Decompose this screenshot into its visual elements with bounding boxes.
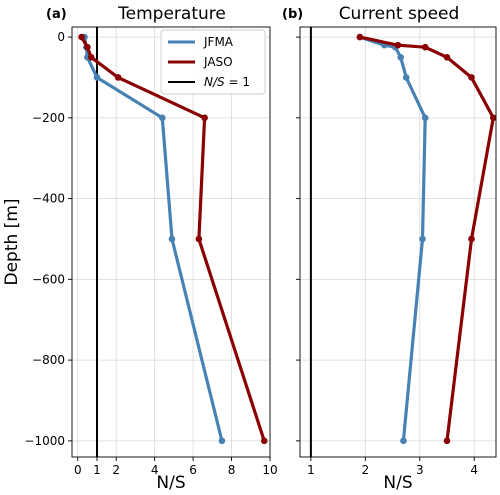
series-line-jfma: [358, 35, 427, 443]
legend-label-jfma: JFMA: [203, 35, 234, 49]
data-point-jfma: [400, 437, 407, 445]
panel-a-y-ticks: 0 −200 −400 −600 −800 −1000: [24, 30, 72, 448]
panel-a-x-axis-label: N/S: [156, 473, 185, 493]
x-tick-label: 2: [362, 463, 370, 477]
data-point-jfma: [159, 114, 166, 122]
y-axis-label: Depth [m]: [2, 198, 22, 285]
data-point-jfma: [402, 74, 410, 81]
y-tick-label: −400: [32, 192, 65, 206]
panel-a-letter: (a): [46, 7, 67, 22]
panel-b-series: [356, 33, 497, 445]
data-point-jaso: [114, 74, 122, 81]
legend-label-ns1: N/S = 1: [204, 75, 250, 89]
x-tick-label: 4: [470, 463, 478, 477]
panel-b-x-axis-label: N/S: [383, 473, 412, 493]
legend-label-ns1-rest: = 1: [225, 75, 250, 89]
legend-label-ns1-main: N/S: [204, 75, 225, 89]
panel-b-letter: (b): [282, 7, 303, 22]
data-point-jfma: [421, 114, 429, 122]
x-tick-label: 4: [151, 463, 159, 477]
legend-box: [160, 29, 266, 95]
data-point-jaso: [468, 74, 475, 81]
data-point-jaso: [87, 53, 95, 61]
data-point-jfma: [93, 74, 101, 81]
panel-a-x-ticks: 0 1 2 4 6 8 10: [74, 457, 278, 477]
data-point-jaso: [84, 43, 91, 51]
panel-b-grid: [300, 27, 496, 457]
data-point-jfma: [168, 235, 176, 243]
data-point-jfma: [218, 437, 226, 445]
y-tick-label: −200: [32, 111, 65, 125]
data-point-jaso: [356, 33, 364, 41]
y-tick-label: −800: [32, 353, 65, 367]
panel-temperature: (a) Temperature 0 1 2 4 6 8 10 0−200−400−600−8…: [2, 4, 278, 493]
x-tick-label: 8: [228, 463, 236, 477]
data-point-jaso: [443, 53, 451, 61]
data-point-jfma: [397, 53, 405, 61]
y-tick-label: 0: [57, 30, 65, 44]
panel-current-speed: (b) Current speed 1 2 3 4 N/S: [282, 4, 497, 493]
x-tick-label: 2: [112, 463, 120, 477]
x-tick-label: 10: [262, 463, 277, 477]
panel-b-frame: [299, 26, 497, 458]
x-tick-label: 3: [416, 463, 424, 477]
data-point-jaso: [195, 235, 203, 243]
series-line-jaso: [358, 35, 495, 443]
x-tick-label: 0: [74, 463, 82, 477]
data-point-jaso: [468, 235, 475, 243]
data-point-jaso: [201, 114, 208, 122]
data-point-jaso: [421, 43, 429, 51]
data-point-jaso: [78, 33, 85, 41]
panel-a-series: [78, 33, 268, 445]
x-tick-label: 6: [189, 463, 197, 477]
legend: JFMA JASO N/S = 1: [160, 29, 266, 95]
data-point-jaso: [489, 114, 497, 122]
x-tick-label: 1: [307, 463, 315, 477]
legend-label-jaso: JASO: [203, 55, 233, 69]
y-tick-label: −1000: [24, 434, 65, 448]
x-tick-label: 1: [93, 463, 101, 477]
data-point-jaso: [394, 41, 402, 49]
panel-b-x-ticks: 1 2 3 4: [296, 36, 478, 477]
data-point-jaso: [260, 437, 268, 445]
panel-a-title: Temperature: [117, 4, 226, 24]
data-point-jaso: [443, 437, 451, 445]
y-tick-label: −600: [32, 272, 65, 286]
panel-a-frame: [71, 26, 271, 458]
data-point-jfma: [419, 235, 426, 243]
panel-b-title: Current speed: [339, 4, 460, 24]
